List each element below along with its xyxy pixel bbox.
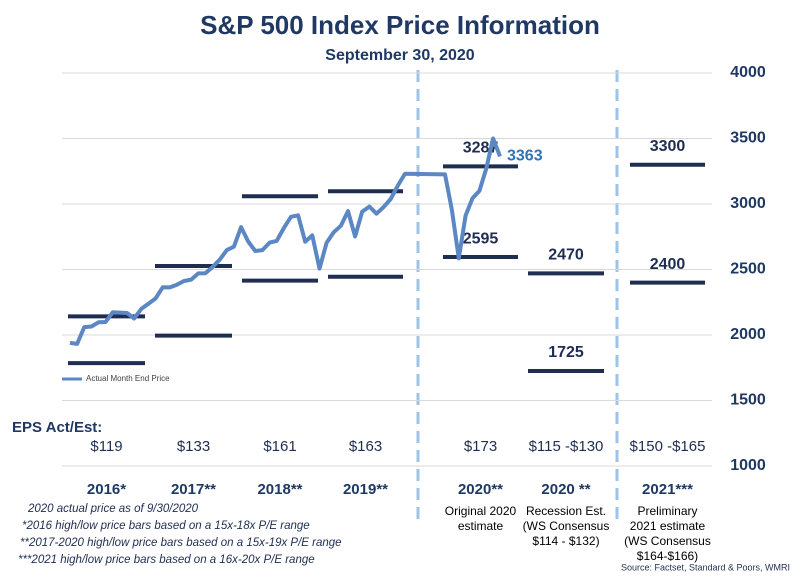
- column-note: $114 - $132): [532, 534, 599, 548]
- eps-value: $119: [90, 438, 122, 455]
- column-note: (WS Consensus: [624, 534, 711, 548]
- last-value-label: 3363: [507, 148, 543, 165]
- eps-value: $173: [464, 438, 497, 455]
- range-label: 1725: [548, 344, 584, 361]
- column-note: Preliminary: [637, 504, 697, 518]
- eps-value: $115 -$130: [529, 438, 604, 455]
- footnote: 2020 actual price as of 9/30/2020: [27, 503, 199, 515]
- y-tick-label: 2500: [730, 261, 766, 278]
- footnote: ***2021 high/low price bars based on a 1…: [18, 554, 315, 566]
- range-label: 2595: [463, 230, 499, 247]
- x-tick-label: 2021***: [642, 481, 693, 498]
- eps-value: $161: [263, 438, 296, 455]
- x-tick-label: 2020**: [458, 481, 503, 498]
- y-tick-label: 1500: [730, 392, 766, 409]
- x-tick-label: 2017**: [171, 481, 216, 498]
- x-tick-label: 2018**: [257, 481, 302, 498]
- column-note: Original 2020: [445, 504, 517, 518]
- source: Source: Factset, Standard & Poors, WMRI: [621, 562, 790, 572]
- range-label: 2470: [548, 247, 584, 264]
- x-tick-label: 2020 **: [541, 481, 590, 498]
- column-note: 2021 estimate: [630, 519, 706, 533]
- range-label: 2400: [650, 256, 686, 273]
- y-tick-label: 2000: [730, 326, 766, 343]
- eps-value: $133: [177, 438, 210, 455]
- y-tick-label: 4000: [730, 64, 766, 81]
- legend-label: Actual Month End Price: [86, 374, 170, 383]
- column-note: $164-$166): [637, 549, 698, 563]
- range-label: 3300: [650, 138, 686, 155]
- footnote: *2016 high/low price bars based on a 15x…: [22, 520, 310, 532]
- y-tick-label: 1000: [730, 457, 766, 474]
- y-tick-label: 3000: [730, 195, 766, 212]
- y-tick-label: 3500: [730, 130, 766, 147]
- footnote: **2017-2020 high/low price bars based on…: [20, 537, 342, 549]
- eps-value: $163: [349, 438, 382, 455]
- column-note: Recession Est.: [526, 504, 606, 518]
- price-line: [69, 136, 502, 346]
- x-tick-label: 2016*: [87, 481, 126, 498]
- eps-value: $150 -$165: [630, 438, 706, 455]
- column-note: (WS Consensus: [523, 519, 610, 533]
- x-tick-label: 2019**: [343, 481, 388, 498]
- eps-label: EPS Act/Est:: [12, 419, 102, 436]
- column-note: estimate: [458, 519, 504, 533]
- chart-subtitle: September 30, 2020: [325, 47, 475, 64]
- chart-title: S&P 500 Index Price Information: [200, 10, 600, 40]
